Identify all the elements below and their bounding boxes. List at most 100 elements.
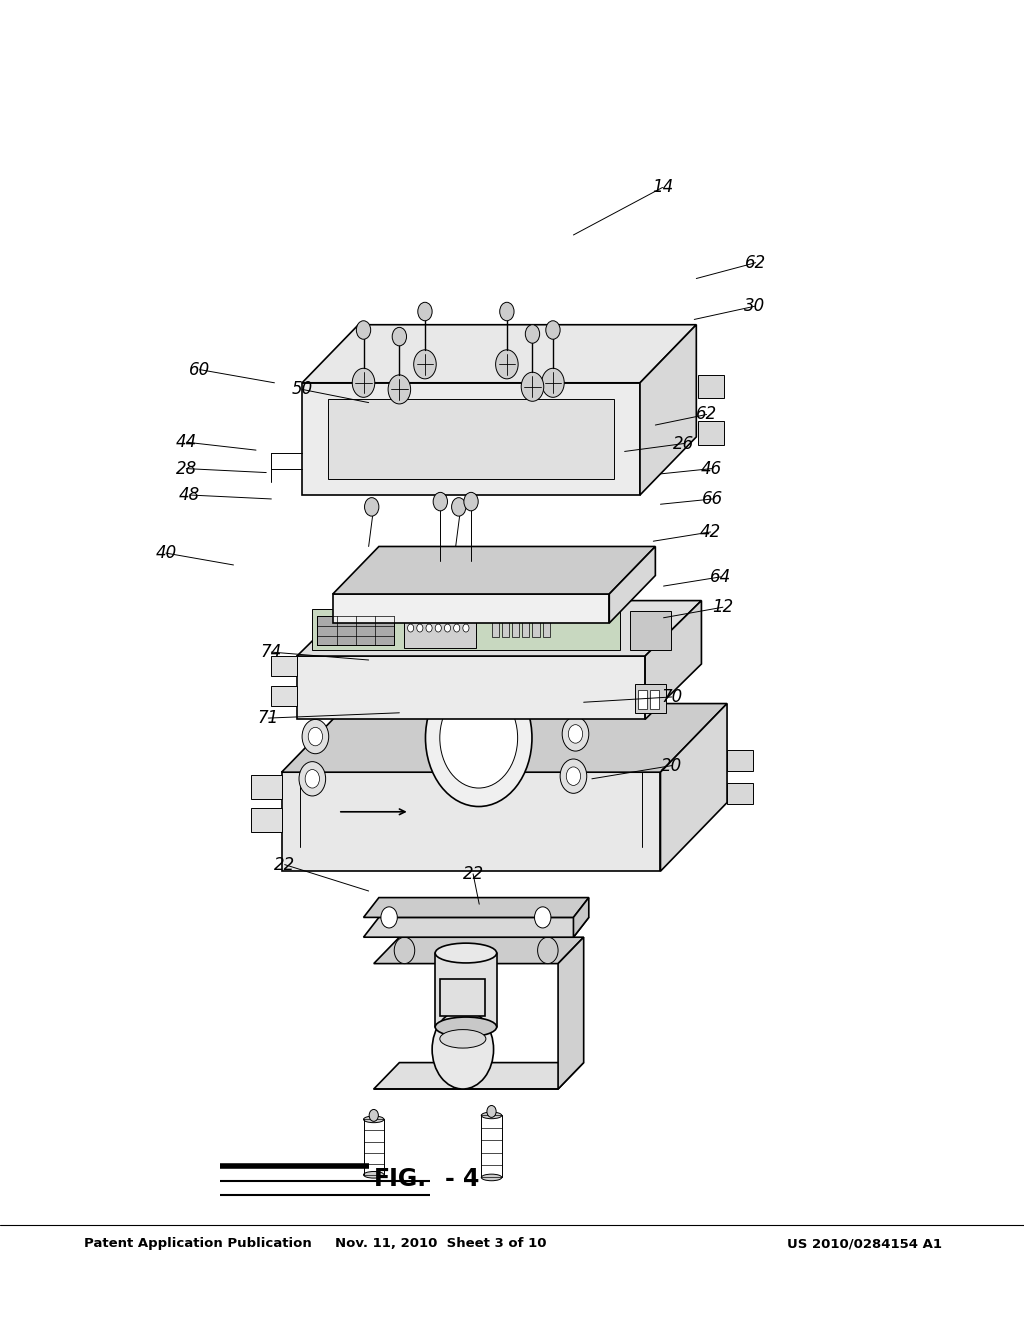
Circle shape: [381, 907, 397, 928]
Polygon shape: [302, 325, 696, 383]
Polygon shape: [333, 594, 609, 623]
Ellipse shape: [481, 1175, 502, 1180]
Bar: [512, 609, 519, 638]
Ellipse shape: [440, 1030, 486, 1048]
Text: Nov. 11, 2010  Sheet 3 of 10: Nov. 11, 2010 Sheet 3 of 10: [335, 1237, 546, 1250]
Circle shape: [566, 767, 581, 785]
Text: 44: 44: [176, 433, 197, 451]
Circle shape: [392, 327, 407, 346]
Circle shape: [538, 937, 558, 964]
Circle shape: [433, 492, 447, 511]
Circle shape: [464, 492, 478, 511]
Ellipse shape: [364, 1115, 384, 1122]
Polygon shape: [609, 546, 655, 623]
Circle shape: [487, 1106, 496, 1117]
Text: 14: 14: [652, 178, 673, 197]
Bar: [650, 690, 659, 709]
Ellipse shape: [435, 1016, 497, 1038]
Circle shape: [542, 368, 564, 397]
Text: 26: 26: [674, 434, 694, 453]
Circle shape: [500, 302, 514, 321]
Circle shape: [302, 719, 329, 754]
Bar: [492, 609, 499, 638]
Text: 20: 20: [662, 756, 682, 775]
Circle shape: [299, 762, 326, 796]
Text: US 2010/0284154 A1: US 2010/0284154 A1: [787, 1237, 942, 1250]
Circle shape: [308, 727, 323, 746]
Circle shape: [560, 759, 587, 793]
Polygon shape: [297, 656, 645, 719]
Polygon shape: [640, 325, 696, 495]
Bar: [502, 609, 509, 638]
Circle shape: [440, 688, 518, 788]
Circle shape: [426, 669, 532, 807]
Bar: [727, 750, 753, 771]
Text: 71: 71: [258, 709, 279, 727]
Bar: [271, 686, 297, 706]
Circle shape: [568, 725, 583, 743]
Text: 62: 62: [696, 405, 717, 424]
Text: FIG.: FIG.: [374, 1167, 427, 1191]
Text: 60: 60: [189, 360, 210, 379]
Polygon shape: [302, 383, 640, 495]
Circle shape: [426, 624, 432, 632]
Text: 62: 62: [745, 253, 766, 272]
Bar: [638, 690, 647, 709]
Text: 28: 28: [176, 459, 197, 478]
Bar: [630, 611, 671, 651]
Bar: [698, 375, 724, 399]
Ellipse shape: [435, 942, 497, 964]
Text: - 4: - 4: [445, 1167, 480, 1191]
Bar: [312, 609, 620, 651]
Circle shape: [394, 937, 415, 964]
Text: 74: 74: [261, 643, 282, 661]
Circle shape: [562, 717, 589, 751]
Polygon shape: [328, 399, 614, 479]
Text: 64: 64: [711, 568, 731, 586]
Text: 42: 42: [700, 523, 721, 541]
Circle shape: [525, 325, 540, 343]
Polygon shape: [297, 601, 701, 656]
Circle shape: [305, 770, 319, 788]
Text: 12: 12: [713, 598, 733, 616]
Text: 22: 22: [274, 855, 295, 874]
Circle shape: [418, 302, 432, 321]
Bar: [440, 979, 485, 1016]
Text: 46: 46: [701, 459, 722, 478]
Circle shape: [388, 375, 411, 404]
Polygon shape: [573, 898, 589, 937]
Bar: [271, 656, 297, 676]
Bar: [635, 684, 666, 713]
Bar: [698, 421, 724, 445]
Circle shape: [535, 907, 551, 928]
Polygon shape: [374, 1063, 584, 1089]
Polygon shape: [282, 772, 660, 871]
Circle shape: [546, 321, 560, 339]
Circle shape: [432, 1010, 494, 1089]
Bar: [532, 609, 540, 638]
Circle shape: [463, 624, 469, 632]
Bar: [251, 775, 282, 799]
Circle shape: [365, 498, 379, 516]
Polygon shape: [333, 546, 655, 594]
Bar: [543, 609, 550, 638]
Text: 48: 48: [179, 486, 200, 504]
Bar: [522, 609, 529, 638]
Text: 22: 22: [463, 865, 483, 883]
Polygon shape: [435, 953, 497, 1027]
Bar: [317, 616, 394, 645]
Polygon shape: [558, 937, 584, 1089]
Ellipse shape: [364, 1172, 384, 1179]
Text: 40: 40: [156, 544, 176, 562]
Circle shape: [496, 350, 518, 379]
Circle shape: [408, 624, 414, 632]
Circle shape: [452, 498, 466, 516]
Bar: [404, 609, 476, 648]
Polygon shape: [364, 898, 589, 917]
Ellipse shape: [481, 1111, 502, 1119]
Circle shape: [435, 624, 441, 632]
Bar: [727, 783, 753, 804]
Text: 30: 30: [744, 297, 765, 315]
Text: 50: 50: [292, 380, 312, 399]
Polygon shape: [364, 917, 589, 937]
